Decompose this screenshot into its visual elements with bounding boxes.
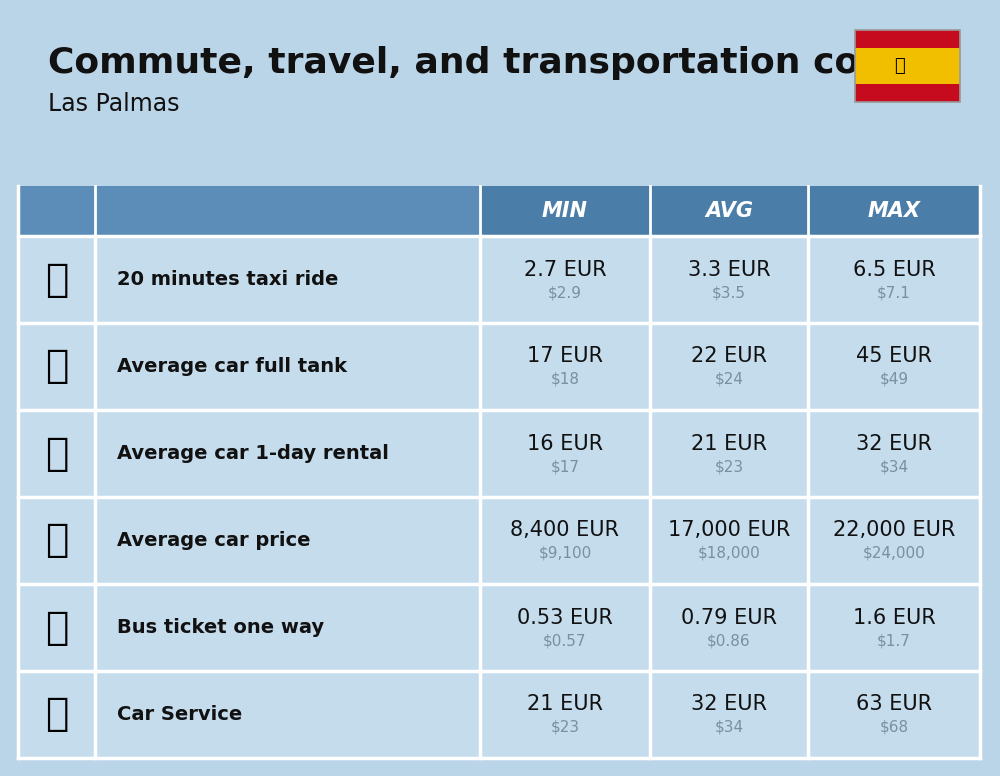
Text: $23: $23 — [550, 720, 580, 735]
Text: Average car price: Average car price — [117, 531, 310, 550]
Text: 2.7 EUR: 2.7 EUR — [524, 259, 606, 279]
Text: $9,100: $9,100 — [538, 546, 592, 561]
Text: MAX: MAX — [868, 201, 920, 221]
Bar — [855, 30, 960, 102]
Text: $18,000: $18,000 — [698, 546, 760, 561]
Text: Car Service: Car Service — [117, 705, 242, 724]
Text: 20 minutes taxi ride: 20 minutes taxi ride — [117, 270, 338, 289]
Text: 17 EUR: 17 EUR — [527, 347, 603, 366]
Text: AVG: AVG — [705, 201, 753, 221]
Text: $2.9: $2.9 — [548, 285, 582, 300]
Text: 21 EUR: 21 EUR — [527, 695, 603, 715]
Bar — [18, 671, 980, 758]
Bar — [855, 84, 960, 102]
Text: 🚙: 🚙 — [45, 435, 68, 473]
Bar — [18, 236, 980, 323]
Text: 16 EUR: 16 EUR — [527, 434, 603, 453]
Text: Las Palmas: Las Palmas — [48, 92, 180, 116]
Text: 0.79 EUR: 0.79 EUR — [681, 608, 777, 628]
Bar — [480, 186, 980, 236]
Text: $68: $68 — [879, 720, 909, 735]
Text: 17,000 EUR: 17,000 EUR — [668, 521, 790, 541]
Text: $24: $24 — [714, 372, 744, 387]
Text: 👑: 👑 — [894, 57, 904, 75]
Text: 3.3 EUR: 3.3 EUR — [688, 259, 770, 279]
Text: $24,000: $24,000 — [863, 546, 925, 561]
Text: $17: $17 — [550, 459, 580, 474]
Bar — [18, 186, 980, 236]
Bar — [18, 584, 980, 671]
Text: 45 EUR: 45 EUR — [856, 347, 932, 366]
Bar — [855, 48, 960, 84]
Text: $0.57: $0.57 — [543, 633, 587, 648]
Text: 32 EUR: 32 EUR — [856, 434, 932, 453]
Text: 6.5 EUR: 6.5 EUR — [853, 259, 935, 279]
Text: 63 EUR: 63 EUR — [856, 695, 932, 715]
Text: 🔧: 🔧 — [45, 695, 68, 733]
Text: $7.1: $7.1 — [877, 285, 911, 300]
Text: $34: $34 — [714, 720, 744, 735]
Text: MIN: MIN — [542, 201, 588, 221]
Text: 🚗: 🚗 — [45, 521, 68, 559]
Bar — [18, 497, 980, 584]
Text: 8,400 EUR: 8,400 EUR — [511, 521, 620, 541]
Text: $23: $23 — [714, 459, 744, 474]
Text: ⛽: ⛽ — [45, 348, 68, 386]
Text: Commute, travel, and transportation costs: Commute, travel, and transportation cost… — [48, 46, 920, 80]
Text: 🚕: 🚕 — [45, 261, 68, 299]
Bar — [18, 410, 980, 497]
Bar — [18, 323, 980, 410]
Text: $3.5: $3.5 — [712, 285, 746, 300]
Text: 22,000 EUR: 22,000 EUR — [833, 521, 955, 541]
Text: $34: $34 — [879, 459, 909, 474]
Text: Bus ticket one way: Bus ticket one way — [117, 618, 324, 637]
Text: $0.86: $0.86 — [707, 633, 751, 648]
Text: 32 EUR: 32 EUR — [691, 695, 767, 715]
Text: $49: $49 — [879, 372, 909, 387]
Text: $18: $18 — [550, 372, 580, 387]
Text: 21 EUR: 21 EUR — [691, 434, 767, 453]
Text: 1.6 EUR: 1.6 EUR — [853, 608, 935, 628]
Text: Average car 1-day rental: Average car 1-day rental — [117, 444, 389, 463]
Bar — [855, 30, 960, 48]
Text: 22 EUR: 22 EUR — [691, 347, 767, 366]
Text: 0.53 EUR: 0.53 EUR — [517, 608, 613, 628]
Text: Average car full tank: Average car full tank — [117, 357, 347, 376]
Text: 🚌: 🚌 — [45, 608, 68, 646]
Text: $1.7: $1.7 — [877, 633, 911, 648]
